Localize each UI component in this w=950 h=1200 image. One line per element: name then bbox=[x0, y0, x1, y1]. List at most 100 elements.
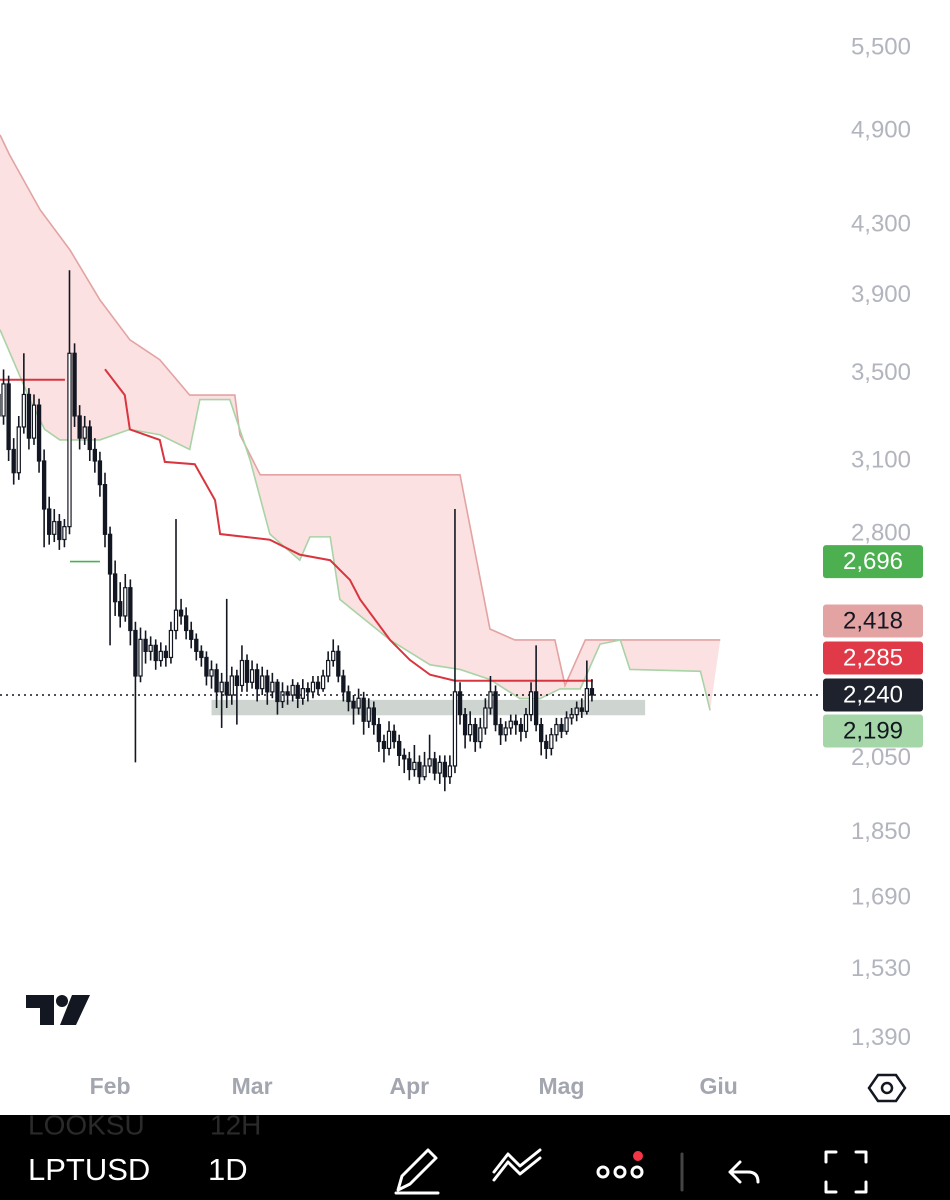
y-tick-label: 3,500 bbox=[851, 359, 911, 386]
candle-body bbox=[173, 609, 179, 632]
candle-body bbox=[52, 520, 57, 535]
interval-button[interactable]: 1D bbox=[208, 1152, 248, 1187]
candle-body bbox=[473, 723, 478, 743]
candle-body bbox=[549, 734, 554, 750]
logo bbox=[26, 995, 90, 1025]
candle-body bbox=[254, 669, 260, 690]
candle-body bbox=[584, 688, 590, 712]
y-tick-label: 2,050 bbox=[851, 744, 911, 771]
candle-body bbox=[112, 573, 118, 603]
candle-body bbox=[442, 761, 447, 778]
candle-body bbox=[11, 448, 16, 474]
candle-body bbox=[523, 713, 529, 732]
candle-body bbox=[391, 730, 397, 743]
candle-body bbox=[589, 688, 595, 696]
undo-button[interactable] bbox=[728, 1160, 760, 1184]
candle-body bbox=[143, 638, 148, 652]
candle-body bbox=[356, 697, 361, 709]
candle-body bbox=[427, 758, 432, 767]
more-button[interactable] bbox=[596, 1165, 644, 1179]
x-tick-label: Apr bbox=[390, 1073, 430, 1099]
candle-body bbox=[422, 765, 427, 778]
symbol-button[interactable]: LPTUSD bbox=[28, 1152, 150, 1187]
candle-body bbox=[229, 675, 234, 696]
candle-body bbox=[569, 713, 574, 719]
candle-body bbox=[234, 675, 240, 687]
y-tick-label: 2,800 bbox=[851, 520, 911, 547]
candle-body bbox=[346, 691, 351, 703]
candle-body bbox=[574, 707, 579, 716]
plot-area bbox=[0, 134, 820, 792]
candle-body bbox=[260, 675, 265, 690]
candle-body bbox=[544, 740, 549, 750]
candle-body bbox=[290, 684, 295, 696]
candle-body bbox=[320, 675, 326, 690]
settings-button[interactable] bbox=[867, 1073, 907, 1103]
candle-body bbox=[518, 723, 524, 732]
candle-body bbox=[508, 720, 513, 729]
fullscreen-button[interactable] bbox=[824, 1150, 868, 1194]
price-tag bbox=[823, 604, 923, 638]
candle-body bbox=[447, 765, 453, 778]
x-tick-label: Giu bbox=[700, 1073, 738, 1099]
candle-body bbox=[128, 587, 133, 632]
price-tag bbox=[823, 641, 923, 675]
candle-body bbox=[295, 684, 300, 699]
y-tick-label: 1,690 bbox=[851, 883, 911, 910]
candle-body bbox=[513, 720, 519, 726]
candle-body bbox=[310, 681, 316, 693]
candle-body bbox=[325, 659, 331, 677]
candle-body bbox=[402, 754, 407, 760]
candle-body bbox=[77, 415, 82, 439]
candle-body bbox=[72, 352, 77, 417]
candle-body bbox=[452, 691, 458, 767]
price-tag-label: 2,696 bbox=[843, 548, 903, 575]
candle-body bbox=[138, 638, 143, 677]
toolbar bbox=[0, 1115, 950, 1200]
candle-body bbox=[102, 484, 108, 535]
price-tag-label: 2,285 bbox=[843, 644, 903, 671]
candle-body bbox=[209, 669, 214, 677]
candle-body bbox=[224, 681, 229, 696]
candle-body bbox=[331, 650, 336, 662]
indicators-button[interactable] bbox=[492, 1148, 542, 1182]
y-tick-label: 1,390 bbox=[851, 1024, 911, 1051]
candle-body bbox=[300, 688, 305, 699]
candle-body bbox=[285, 691, 290, 696]
candle-body bbox=[533, 691, 539, 726]
price-tag-label: 2,199 bbox=[843, 717, 903, 744]
candle-body bbox=[57, 520, 62, 541]
candle-body bbox=[214, 669, 219, 693]
candle-body bbox=[1, 383, 6, 417]
candle-body bbox=[528, 691, 534, 716]
x-tick-label: Mag bbox=[538, 1073, 584, 1099]
candle-body bbox=[493, 691, 498, 726]
axes: 5,500 4,900 4,300 3,900 3,500 3,100 2,800 2,050… bbox=[90, 33, 923, 1099]
candle-body bbox=[16, 426, 21, 474]
draw-tool-button[interactable] bbox=[394, 1148, 440, 1195]
candle-body bbox=[41, 460, 47, 510]
candle-body bbox=[123, 587, 128, 617]
candle-body bbox=[462, 713, 468, 736]
candle-body bbox=[92, 448, 98, 462]
candle-body bbox=[199, 650, 204, 659]
candle-body bbox=[488, 691, 493, 709]
candle-body bbox=[503, 727, 508, 736]
candle-body bbox=[239, 659, 245, 687]
candle-body bbox=[158, 650, 163, 662]
candle-body bbox=[244, 659, 250, 683]
candle-body bbox=[579, 707, 584, 712]
candle-body bbox=[133, 629, 138, 677]
candle-body bbox=[183, 615, 189, 632]
candle-body bbox=[366, 707, 371, 722]
candle-body bbox=[31, 404, 37, 439]
candle-body bbox=[194, 638, 199, 652]
candle-body bbox=[336, 650, 341, 677]
candle-body bbox=[62, 526, 67, 541]
candle-body bbox=[371, 707, 376, 726]
candle-body bbox=[189, 629, 194, 640]
candle-body bbox=[397, 740, 402, 756]
candle-body bbox=[478, 727, 483, 743]
candle-body bbox=[36, 404, 42, 462]
indicator-line bbox=[0, 134, 721, 688]
